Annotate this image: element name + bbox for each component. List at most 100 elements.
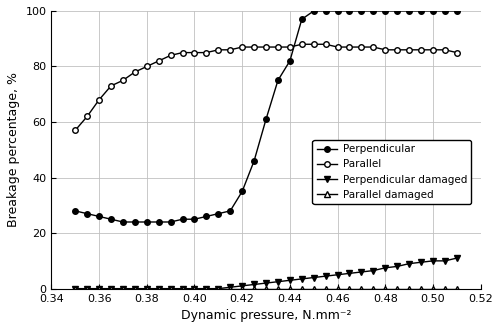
Parallel <box>132 70 138 74</box>
Parallel <box>204 51 210 55</box>
Perpendicular damaged <box>120 287 126 291</box>
Perpendicular <box>442 9 448 13</box>
Parallel <box>299 42 305 46</box>
Perpendicular damaged <box>275 280 281 284</box>
Perpendicular <box>132 220 138 224</box>
Parallel <box>192 51 198 55</box>
Perpendicular <box>430 9 436 13</box>
Parallel <box>108 84 114 88</box>
Perpendicular damaged <box>287 278 293 282</box>
Parallel damaged <box>394 287 400 291</box>
Perpendicular damaged <box>454 256 460 260</box>
Perpendicular damaged <box>180 287 186 291</box>
Parallel damaged <box>346 287 352 291</box>
Perpendicular <box>334 9 340 13</box>
Line: Parallel damaged: Parallel damaged <box>72 286 460 291</box>
Perpendicular damaged <box>322 274 328 278</box>
Parallel damaged <box>322 287 328 291</box>
Perpendicular damaged <box>84 287 90 291</box>
Parallel damaged <box>227 287 233 291</box>
Perpendicular damaged <box>358 270 364 274</box>
Perpendicular <box>394 9 400 13</box>
X-axis label: Dynamic pressure, N.mm⁻²: Dynamic pressure, N.mm⁻² <box>181 309 352 322</box>
Parallel damaged <box>310 287 316 291</box>
Perpendicular damaged <box>394 265 400 268</box>
Parallel damaged <box>144 287 150 291</box>
Parallel <box>430 48 436 52</box>
Parallel <box>382 48 388 52</box>
Parallel <box>275 45 281 49</box>
Parallel damaged <box>418 287 424 291</box>
Parallel <box>370 45 376 49</box>
Perpendicular <box>108 217 114 221</box>
Parallel damaged <box>358 287 364 291</box>
Parallel <box>227 48 233 52</box>
Perpendicular <box>346 9 352 13</box>
Parallel damaged <box>251 287 257 291</box>
Parallel damaged <box>382 287 388 291</box>
Perpendicular <box>418 9 424 13</box>
Legend: Perpendicular, Parallel, Perpendicular damaged, Parallel damaged: Perpendicular, Parallel, Perpendicular d… <box>312 140 471 204</box>
Line: Perpendicular damaged: Perpendicular damaged <box>72 255 460 291</box>
Perpendicular damaged <box>108 287 114 291</box>
Perpendicular <box>168 220 173 224</box>
Y-axis label: Breakage percentage, %: Breakage percentage, % <box>7 72 20 227</box>
Parallel <box>84 114 90 118</box>
Perpendicular <box>406 9 412 13</box>
Parallel <box>144 64 150 68</box>
Parallel damaged <box>204 287 210 291</box>
Perpendicular damaged <box>251 283 257 287</box>
Parallel <box>168 53 173 57</box>
Perpendicular damaged <box>227 285 233 289</box>
Parallel <box>239 45 245 49</box>
Parallel <box>346 45 352 49</box>
Parallel <box>72 128 78 132</box>
Parallel damaged <box>120 287 126 291</box>
Parallel <box>322 42 328 46</box>
Perpendicular <box>144 220 150 224</box>
Parallel damaged <box>370 287 376 291</box>
Parallel <box>442 48 448 52</box>
Parallel <box>394 48 400 52</box>
Parallel <box>180 51 186 55</box>
Parallel damaged <box>132 287 138 291</box>
Perpendicular damaged <box>406 262 412 266</box>
Perpendicular damaged <box>168 287 173 291</box>
Perpendicular damaged <box>144 287 150 291</box>
Perpendicular <box>120 220 126 224</box>
Parallel damaged <box>239 287 245 291</box>
Parallel <box>263 45 269 49</box>
Parallel damaged <box>156 287 162 291</box>
Perpendicular damaged <box>299 277 305 281</box>
Parallel <box>156 59 162 63</box>
Perpendicular <box>156 220 162 224</box>
Perpendicular <box>239 190 245 193</box>
Perpendicular damaged <box>204 287 210 291</box>
Parallel <box>406 48 412 52</box>
Perpendicular damaged <box>370 268 376 272</box>
Perpendicular damaged <box>418 260 424 264</box>
Perpendicular <box>180 217 186 221</box>
Perpendicular damaged <box>442 259 448 263</box>
Parallel damaged <box>334 287 340 291</box>
Perpendicular <box>263 117 269 121</box>
Perpendicular <box>192 217 198 221</box>
Parallel damaged <box>108 287 114 291</box>
Line: Parallel: Parallel <box>72 41 460 133</box>
Perpendicular damaged <box>96 287 102 291</box>
Parallel <box>454 51 460 55</box>
Parallel <box>251 45 257 49</box>
Parallel damaged <box>406 287 412 291</box>
Perpendicular <box>72 209 78 213</box>
Parallel <box>120 78 126 82</box>
Parallel <box>358 45 364 49</box>
Parallel damaged <box>275 287 281 291</box>
Parallel damaged <box>287 287 293 291</box>
Parallel damaged <box>442 287 448 291</box>
Parallel <box>418 48 424 52</box>
Parallel <box>287 45 293 49</box>
Parallel damaged <box>454 287 460 291</box>
Perpendicular <box>216 212 222 215</box>
Perpendicular <box>454 9 460 13</box>
Parallel <box>216 48 222 52</box>
